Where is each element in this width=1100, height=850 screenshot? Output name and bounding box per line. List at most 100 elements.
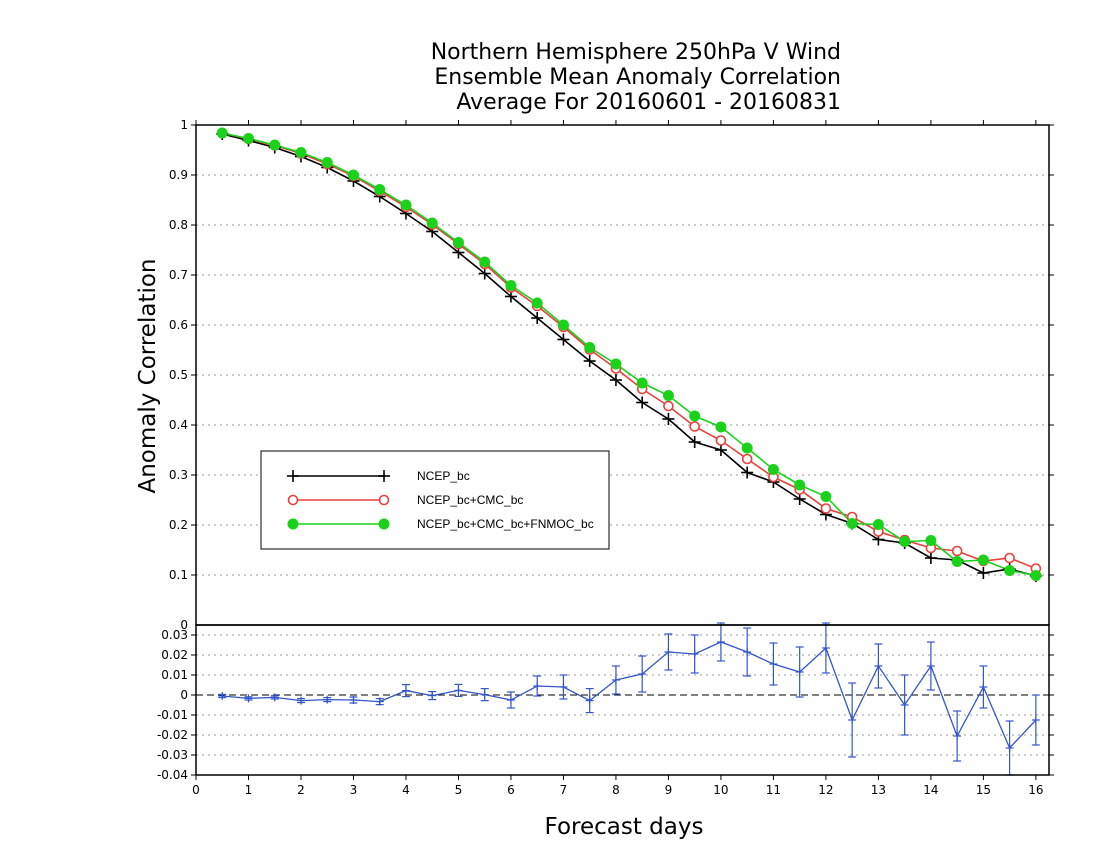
series-2-point [242,133,254,144]
x-tick-label: 0 [192,783,200,797]
series-1-point [820,503,832,514]
series-1-point [715,435,727,446]
series-2-point [820,491,832,502]
series-1-point [1004,552,1015,564]
series-0-point [531,312,544,324]
series-0-point [688,436,701,448]
series-1-point [741,453,753,465]
legend-marker [378,470,390,482]
y-axis-label: Anomaly Correlation [135,258,161,493]
x-tick-label: 15 [976,783,991,797]
y-tick-label: 0.03 [161,628,188,642]
x-tick-label: 14 [923,783,938,797]
series-2-point [1030,570,1042,581]
y-tick-label: 0.9 [169,168,188,182]
series-2-point [610,358,622,370]
series-0-point [557,333,570,346]
series-2-point [347,169,359,181]
series-2-point [951,556,963,567]
y-tick-label: 0.6 [169,318,188,332]
series-2-point [426,217,438,229]
difference-point [926,662,935,670]
series-2-point [767,464,779,475]
chart-title: Northern Hemisphere 250hPa V Wind Ensemb… [431,40,841,115]
y-tick-label: -0.03 [157,748,188,762]
main-panel-series [216,127,1042,582]
difference-point [428,691,437,700]
y-tick-label: -0.04 [157,768,188,782]
series-2-point [715,421,727,433]
plot-frames [195,124,1050,776]
difference-point [664,648,673,656]
difference-point [1005,744,1014,752]
legend-marker [287,470,299,482]
difference-point [611,676,620,684]
difference-plot-frame [195,624,1050,776]
y-tick-label: -0.02 [157,728,188,742]
y-tick-label: 1 [180,118,188,132]
series-2-point [479,256,491,268]
difference-point [1031,716,1040,724]
series-2-point [400,199,412,211]
difference-point [401,686,410,695]
series-0-point [583,355,596,367]
y-tick-label: 0.2 [169,518,188,532]
legend-label: NCEP_bc+CMC_bc [417,493,523,507]
series-2-point [977,554,989,566]
series-0-point [662,413,675,425]
x-tick-label: 12 [818,783,833,797]
difference-point [559,683,568,691]
y-tick-label: 0.1 [169,568,188,582]
series-2-point [662,390,674,401]
series-1-point [951,545,963,557]
y-tick-label: 0.8 [169,218,188,232]
x-tick-label: 8 [612,783,620,797]
series-2-point [557,319,569,331]
difference-point [690,650,699,658]
difference-point [218,692,227,700]
series-2-point [531,297,543,309]
series-0-point [741,466,754,479]
y-tick-label: 0.7 [169,268,188,282]
difference-point [638,670,647,678]
series-2-point [295,147,307,158]
difference-point [270,693,279,702]
x-tick-label: 2 [297,783,305,797]
x-tick-label: 5 [455,783,463,797]
difference-point [375,697,384,706]
series-1-point [689,421,700,432]
x-tick-label: 3 [350,783,358,797]
x-tick-label: 13 [871,783,886,797]
difference-point [323,695,332,704]
legend-label: NCEP_bc+CMC_bc+FNMOC_bc [417,517,594,531]
series-0-point [924,552,937,564]
x-tick-label: 1 [245,783,253,797]
series-2-point [636,377,648,389]
series-2-point [872,519,884,530]
axis-ticks: 0.1 0.2 0.3 0.4 0.5 0.6 0.7 0.8 0.9 1 -0.04 -0.03 -0… [157,118,1054,797]
x-tick-label: 6 [507,783,515,797]
difference-line [222,641,1037,750]
series-2-point [741,442,753,454]
series-2-point [321,157,333,168]
legend: NCEP_bc NCEP_bc+CMC_bc NCEP_bc+CMC_bc+FNMO… [260,450,610,550]
x-tick-label: 7 [560,783,568,797]
legend-box [260,450,610,550]
difference-point [769,660,778,668]
difference-point [716,638,725,646]
series-0-point [793,493,806,505]
series-2-point [1004,565,1016,576]
x-tick-label: 10 [713,783,728,797]
series-2-point [794,479,806,491]
difference-point [533,682,542,690]
difference-point [585,696,594,705]
series-0-point [977,567,990,579]
difference-point [848,716,857,724]
difference-point [900,701,909,709]
difference-panel-series [218,622,1040,776]
legend-marker [287,494,299,506]
difference-point [349,696,358,704]
x-tick-label: 4 [402,783,410,797]
main-panel-grid [196,174,1049,576]
